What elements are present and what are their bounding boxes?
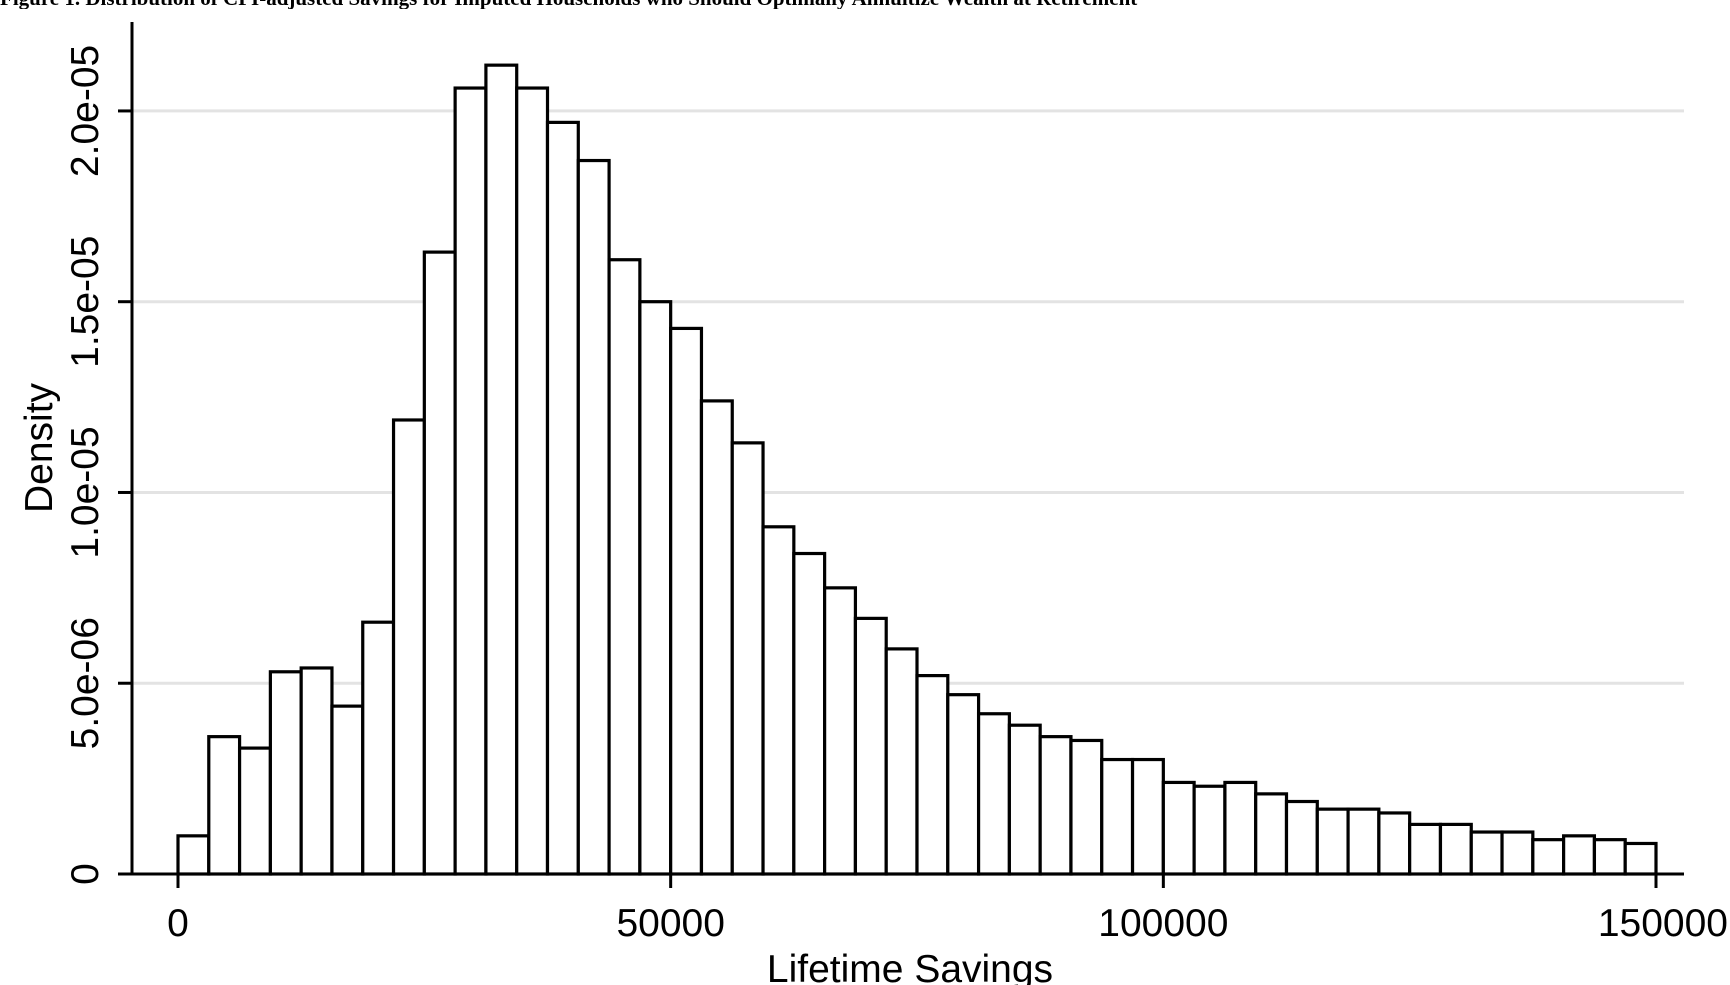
histogram-bar [853, 616, 888, 876]
histogram-bar [268, 670, 303, 876]
x-tick-label: 150000 [1598, 902, 1728, 945]
histogram-bar [1192, 784, 1227, 876]
histogram-bar [976, 712, 1011, 876]
x-axis-ticks: 0 50000 100000 150000 [167, 874, 1728, 945]
histogram-bar [1408, 822, 1443, 876]
histogram-bar [1562, 834, 1597, 876]
y-tick-label: 0 [64, 863, 107, 885]
histogram-bar [176, 834, 211, 876]
y-tick-label: 5.0e-06 [64, 617, 107, 749]
histogram-bar [484, 63, 519, 876]
x-axis-title: Lifetime Savings [767, 948, 1053, 985]
x-tick-label: 0 [167, 902, 189, 945]
y-axis-ticks: 0 5.0e-06 1.0e-05 1.5e-05 2.0e-05 [64, 45, 132, 885]
histogram-bar [1623, 841, 1658, 876]
histogram-bar [946, 693, 981, 876]
histogram-bar [361, 620, 396, 876]
histogram-bar [207, 735, 242, 876]
x-tick-label: 100000 [1098, 902, 1228, 945]
histogram-bar [1284, 799, 1319, 876]
y-tick-label: 1.0e-05 [64, 426, 107, 558]
histogram-bar [699, 399, 734, 876]
histogram-bar [1100, 757, 1135, 876]
histogram-bar [1038, 735, 1073, 876]
histogram-bar [1069, 738, 1104, 876]
histogram-bar [1438, 822, 1473, 876]
histogram-bar [1007, 723, 1042, 876]
histogram-bar [330, 704, 365, 876]
histogram-bar [1531, 838, 1566, 876]
grid-lines [132, 109, 1684, 685]
histogram-bars [176, 63, 1658, 876]
histogram-bar [576, 158, 611, 876]
histogram-bar [1346, 807, 1381, 876]
histogram-bar [730, 441, 765, 876]
histogram-bar [1377, 811, 1412, 876]
histogram-bar [237, 746, 272, 876]
x-tick-label: 50000 [616, 902, 724, 945]
histogram-bar [1469, 830, 1504, 876]
histogram-bar [422, 250, 457, 876]
histogram-bar [607, 258, 642, 876]
histogram-bar [391, 418, 426, 876]
histogram-bar [1254, 792, 1289, 876]
histogram-bar [669, 326, 704, 876]
axes [130, 22, 1684, 876]
histogram-bar [1315, 807, 1350, 876]
histogram-bar [1592, 838, 1627, 876]
histogram-bar [1223, 780, 1258, 876]
histogram-bar [761, 525, 796, 876]
histogram-bar [884, 647, 919, 876]
histogram-bar [638, 300, 673, 876]
y-tick-label: 1.5e-05 [64, 236, 107, 368]
histogram-bar [515, 86, 550, 876]
figure-title: Figure 1. Distribution of CPI-adjusted S… [0, 0, 1730, 9]
histogram-bar [299, 666, 334, 876]
histogram-bar [545, 120, 580, 876]
histogram-bar [1500, 830, 1535, 876]
histogram-bar [1130, 757, 1165, 876]
histogram-bar [1161, 780, 1196, 876]
y-axis-title: Density [18, 382, 61, 513]
histogram-bar [792, 551, 827, 876]
histogram-bar [453, 86, 488, 876]
histogram-bar [823, 586, 858, 876]
y-tick-label: 2.0e-05 [64, 45, 107, 177]
histogram-bar [915, 674, 950, 876]
